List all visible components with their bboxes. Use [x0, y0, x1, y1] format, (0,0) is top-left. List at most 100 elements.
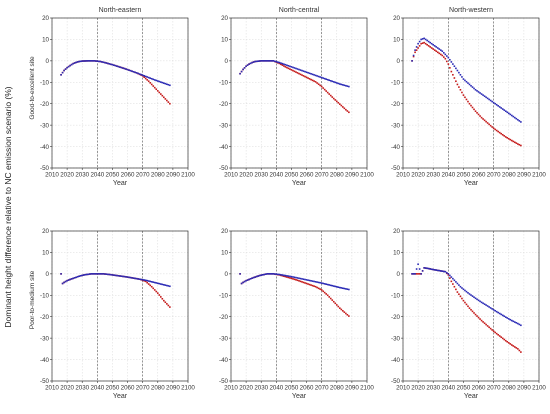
data-point-blue	[473, 296, 475, 299]
data-point-blue	[476, 298, 478, 301]
data-point-blue	[117, 274, 120, 277]
data-point-blue	[283, 63, 285, 65]
y-tick-label: 10	[42, 37, 49, 44]
data-point-blue	[105, 273, 108, 275]
data-point-blue	[518, 120, 521, 122]
data-point-blue	[96, 273, 99, 275]
data-point-blue	[418, 268, 421, 270]
data-point-blue	[163, 82, 165, 84]
x-axis-label: Year	[113, 180, 128, 187]
data-point-blue	[271, 273, 273, 275]
data-point-blue	[169, 285, 171, 288]
data-point-red	[160, 296, 162, 298]
x-tick-label: 2100	[360, 385, 374, 392]
x-tick-label: 2060	[121, 172, 135, 179]
data-point-blue	[149, 77, 152, 79]
x-tick-label: 2080	[330, 172, 344, 179]
data-point-blue	[76, 61, 79, 63]
x-tick-label: 2050	[285, 385, 299, 392]
data-point-red	[501, 337, 504, 340]
data-point-blue	[290, 275, 293, 278]
data-point-blue	[263, 60, 266, 62]
x-tick-label: 2090	[345, 172, 359, 179]
data-point-blue	[438, 48, 441, 50]
data-point-red	[495, 332, 498, 335]
data-point-red	[343, 107, 346, 110]
data-point-blue	[292, 66, 294, 69]
data-point-blue	[123, 67, 126, 70]
data-point-blue	[98, 60, 100, 63]
data-point-blue	[266, 273, 269, 275]
data-point-red	[483, 119, 486, 122]
data-point-blue	[464, 79, 466, 82]
data-point-blue	[515, 322, 518, 324]
data-point-red	[283, 275, 285, 278]
x-tick-label: 2020	[411, 172, 425, 179]
data-point-red	[290, 69, 293, 71]
data-point-blue	[456, 282, 459, 285]
data-point-blue	[313, 74, 315, 76]
data-point-red	[497, 130, 499, 133]
data-point-blue	[96, 60, 99, 62]
data-point-blue	[64, 68, 67, 70]
data-point-blue	[498, 312, 501, 315]
y-tick-label: -20	[40, 101, 50, 108]
y-tick-label: -10	[219, 292, 229, 299]
data-point-blue	[296, 277, 299, 279]
data-point-blue	[310, 280, 312, 282]
data-point-blue	[161, 283, 164, 286]
data-point-blue	[489, 307, 492, 309]
y-tick-label: -40	[391, 357, 401, 364]
data-point-blue	[506, 317, 509, 319]
y-tick-label: 10	[393, 37, 400, 44]
data-point-blue	[412, 273, 415, 275]
data-point-red	[511, 139, 513, 142]
data-point-red	[311, 284, 314, 287]
data-point-red	[323, 88, 326, 91]
data-point-blue	[119, 275, 121, 277]
data-point-blue	[517, 118, 519, 121]
data-point-red	[292, 278, 294, 280]
data-point-blue	[345, 84, 347, 87]
data-point-red	[415, 273, 418, 275]
data-point-red	[429, 46, 431, 48]
data-point-blue	[316, 281, 318, 283]
data-point-red	[156, 292, 159, 294]
data-point-blue	[251, 277, 253, 279]
data-point-blue	[255, 275, 258, 278]
data-point-red	[317, 287, 320, 290]
data-point-red	[345, 312, 347, 315]
data-point-blue	[129, 276, 132, 279]
data-point-red	[473, 108, 475, 111]
data-point-red	[471, 106, 474, 109]
x-tick-label: 2080	[330, 385, 344, 392]
data-point-blue	[458, 284, 460, 286]
data-point-blue	[126, 276, 129, 278]
data-point-red	[287, 276, 290, 279]
x-tick-label: 2060	[300, 172, 314, 179]
data-point-red	[483, 322, 486, 325]
data-point-red	[444, 57, 447, 60]
data-point-red	[149, 82, 152, 84]
data-point-blue	[482, 302, 484, 305]
x-axis-label: Year	[464, 180, 479, 187]
data-point-red	[305, 282, 308, 285]
data-point-blue	[458, 71, 460, 74]
data-point-blue	[99, 273, 102, 275]
data-point-blue	[515, 117, 518, 120]
data-point-red	[456, 291, 459, 293]
data-point-red	[509, 343, 512, 345]
plot-frame	[51, 17, 189, 169]
data-point-blue	[343, 84, 346, 87]
y-tick-label: -50	[40, 378, 50, 385]
data-point-red	[319, 288, 321, 290]
data-point-blue	[443, 52, 445, 54]
data-point-blue	[471, 295, 474, 297]
data-point-blue	[246, 64, 249, 66]
data-point-blue	[286, 64, 288, 67]
data-point-blue	[69, 64, 71, 67]
plot-frame	[51, 230, 189, 382]
data-point-blue	[239, 72, 241, 75]
data-point-red	[494, 128, 496, 131]
data-point-blue	[455, 281, 457, 283]
